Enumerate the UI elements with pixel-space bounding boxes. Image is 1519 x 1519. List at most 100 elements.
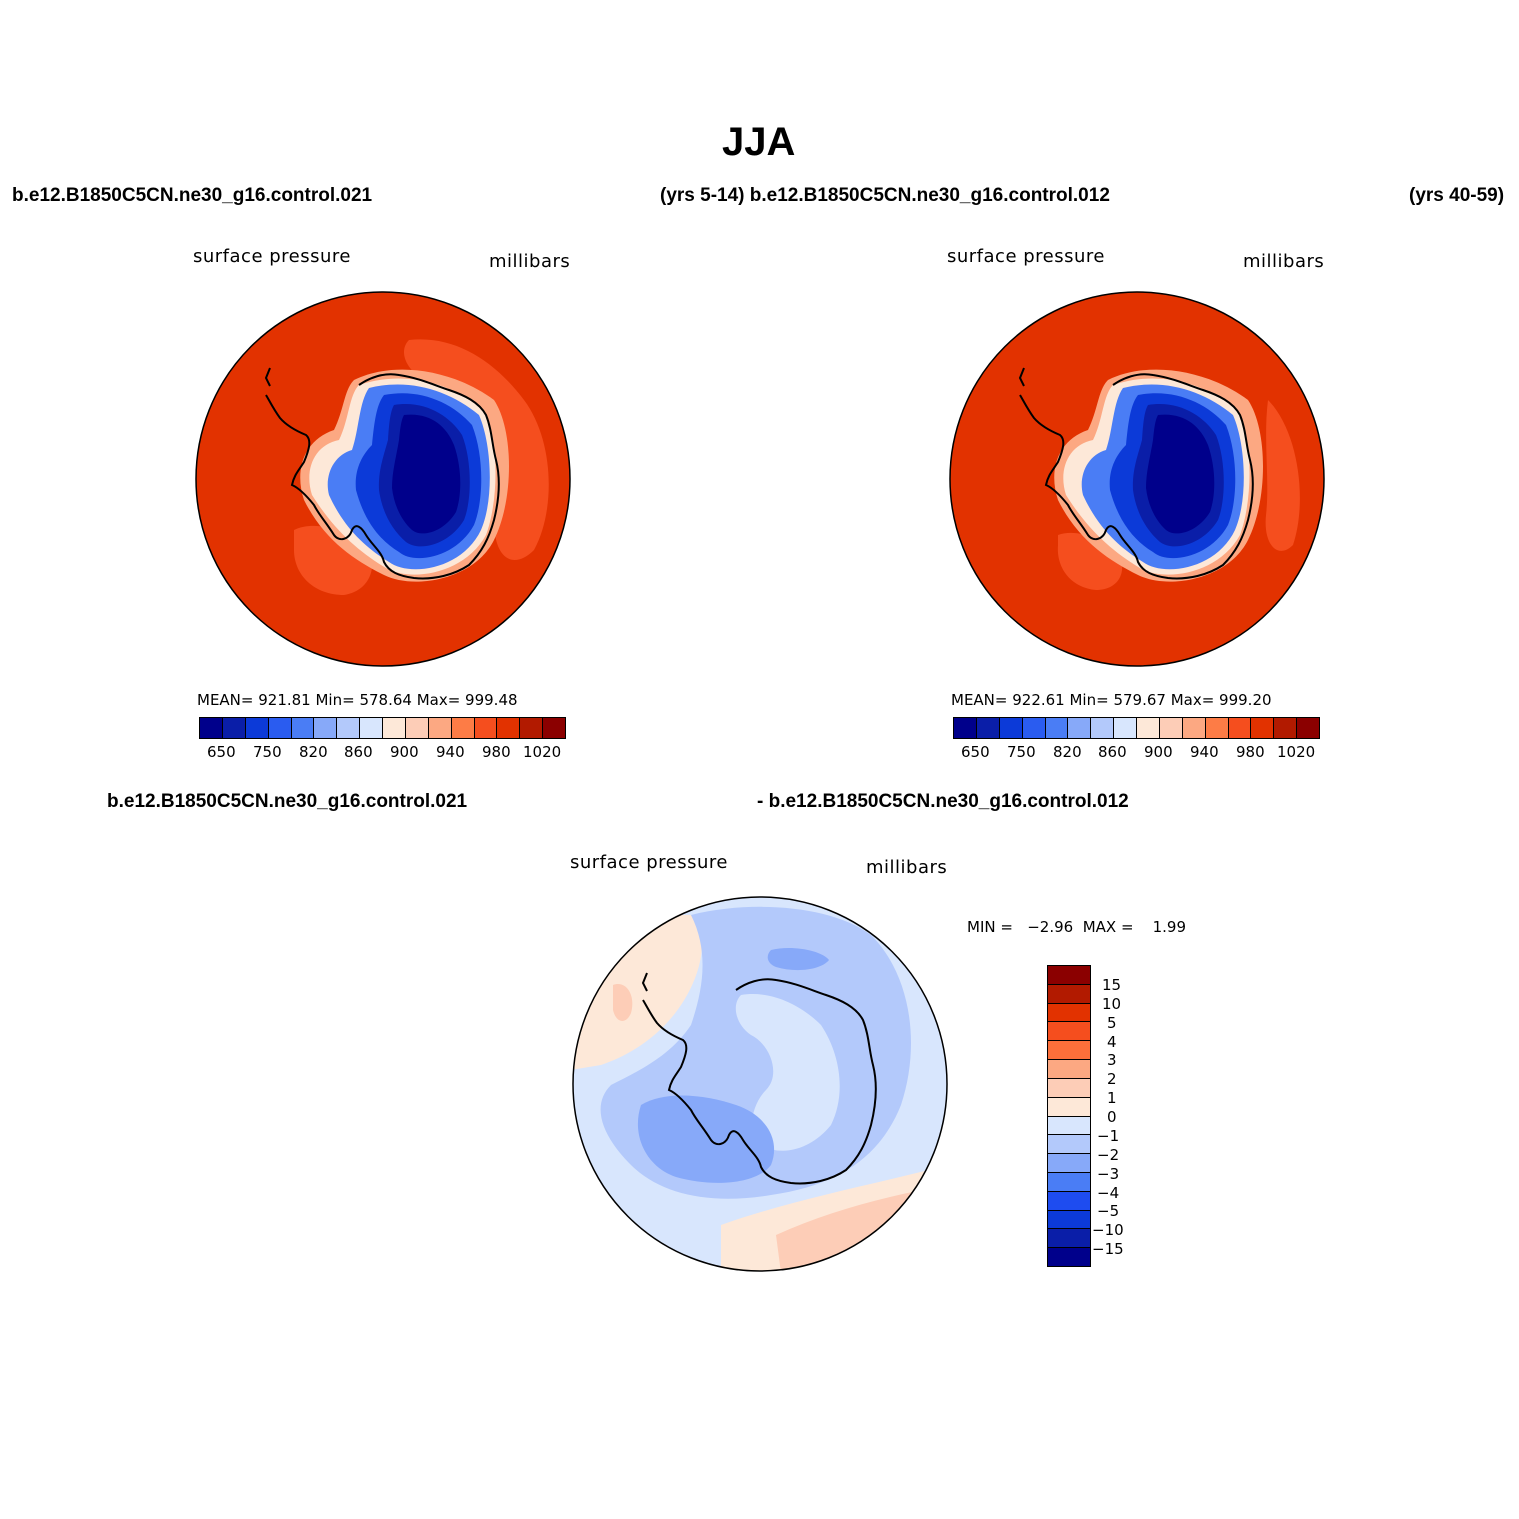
map-region — [1265, 400, 1300, 551]
colorbar-box — [1228, 718, 1252, 738]
colorbar-box — [1048, 1135, 1090, 1155]
panel2-polar-map — [949, 291, 1325, 667]
colorbar-box — [1045, 718, 1069, 738]
colorbar-box — [1068, 718, 1092, 738]
map-region — [404, 339, 549, 560]
case-years-right: (yrs 40-59) — [1409, 185, 1505, 206]
colorbar-tick-label: 900 — [390, 743, 419, 761]
colorbar-box — [1048, 1041, 1090, 1061]
colorbar-box — [543, 718, 565, 738]
panel1-colorbar — [199, 717, 566, 739]
colorbar-box — [976, 718, 1000, 738]
colorbar-box — [1114, 718, 1137, 738]
colorbar-box — [337, 718, 361, 738]
colorbar-box — [1022, 718, 1046, 738]
colorbar-box — [1048, 1060, 1090, 1079]
colorbar-box — [1048, 1154, 1090, 1173]
colorbar-tick-label: 15 — [1102, 976, 1122, 994]
colorbar-tick-label: 2 — [1107, 1070, 1117, 1088]
colorbar-tick-label: −5 — [1097, 1202, 1120, 1220]
panel1-polar-map — [195, 291, 571, 667]
colorbar-box — [1048, 984, 1090, 1004]
colorbar-tick-label: 1020 — [1277, 743, 1316, 761]
colorbar-tick-label: 1020 — [523, 743, 562, 761]
colorbar-box — [1251, 718, 1275, 738]
panel3-colorbar — [1047, 965, 1091, 1267]
page-title: JJA — [722, 120, 796, 164]
map-region — [1146, 414, 1215, 534]
map-region — [637, 1095, 775, 1183]
colorbar-tick-label: 750 — [1007, 743, 1036, 761]
colorbar-box — [1091, 718, 1115, 738]
colorbar-box — [1182, 718, 1206, 738]
colorbar-tick-label: −4 — [1097, 1184, 1120, 1202]
colorbar-box — [1048, 1078, 1090, 1098]
colorbar-tick-label: 940 — [1190, 743, 1219, 761]
colorbar-box — [1159, 718, 1183, 738]
colorbar-box — [1048, 1097, 1090, 1117]
diff-case-left: b.e12.B1850C5CN.ne30_g16.control.021 — [107, 791, 468, 812]
colorbar-box — [222, 718, 246, 738]
colorbar-box — [474, 718, 498, 738]
colorbar-tick-label: 980 — [482, 743, 511, 761]
colorbar-tick-label: 1 — [1107, 1089, 1117, 1107]
panel2-stats: MEAN= 922.61 Min= 579.67 Max= 999.20 — [951, 691, 1272, 709]
colorbar-box — [954, 718, 977, 738]
colorbar-box — [999, 718, 1023, 738]
colorbar-box — [268, 718, 292, 738]
panel3-variable-label: surface pressure — [570, 852, 728, 873]
panel3-polar-map — [572, 896, 948, 1272]
panel1-variable-label: surface pressure — [193, 246, 351, 267]
colorbar-tick-label: −3 — [1097, 1165, 1120, 1183]
colorbar-box — [497, 718, 521, 738]
colorbar-tick-label: 10 — [1102, 995, 1122, 1013]
colorbar-tick-label: 860 — [344, 743, 373, 761]
colorbar-box — [405, 718, 429, 738]
map-region — [735, 994, 840, 1151]
colorbar-tick-label: −1 — [1097, 1127, 1120, 1145]
colorbar-box — [451, 718, 475, 738]
panel3-stats: MIN = −2.96 MAX = 1.99 — [967, 918, 1187, 936]
map-region — [767, 948, 829, 971]
panel2-variable-label: surface pressure — [947, 246, 1105, 267]
colorbar-tick-label: 650 — [961, 743, 990, 761]
colorbar-tick-label: 4 — [1107, 1033, 1117, 1051]
colorbar-box — [1048, 1116, 1090, 1136]
panel2-colorbar — [953, 717, 1320, 739]
colorbar-box — [1274, 718, 1298, 738]
colorbar-tick-label: 650 — [207, 743, 236, 761]
colorbar-tick-label: −10 — [1092, 1221, 1124, 1239]
colorbar-box — [520, 718, 544, 738]
case-name-middle: (yrs 5-14) b.e12.B1850C5CN.ne30_g16.cont… — [660, 185, 1110, 206]
colorbar-box — [1048, 1248, 1090, 1266]
panel1-colorbar-labels: 650 750 820 860 900 940 980 1020 — [199, 743, 566, 763]
colorbar-tick-label: 940 — [436, 743, 465, 761]
colorbar-box — [291, 718, 315, 738]
colorbar-box — [1048, 1191, 1090, 1211]
case-name-left: b.e12.B1850C5CN.ne30_g16.control.021 — [12, 185, 373, 206]
diff-case-right: - b.e12.B1850C5CN.ne30_g16.control.012 — [757, 791, 1129, 812]
colorbar-tick-label: 3 — [1107, 1051, 1117, 1069]
colorbar-tick-label: 980 — [1236, 743, 1265, 761]
colorbar-box — [245, 718, 269, 738]
panel1-units-label: millibars — [489, 251, 571, 272]
colorbar-box — [1048, 1210, 1090, 1230]
map-region — [392, 414, 461, 534]
colorbar-box — [360, 718, 383, 738]
colorbar-box — [1048, 1003, 1090, 1023]
colorbar-tick-label: 860 — [1098, 743, 1127, 761]
colorbar-tick-label: 820 — [1053, 743, 1082, 761]
panel3-colorbar-labels: 15 10 5 4 3 2 1 0 −1 −2 −3 −4 −5 −10 −15 — [1092, 965, 1157, 1267]
map-region — [613, 984, 633, 1021]
colorbar-tick-label: −15 — [1092, 1240, 1124, 1258]
colorbar-tick-label: 0 — [1107, 1108, 1117, 1126]
panel2-units-label: millibars — [1243, 251, 1325, 272]
colorbar-box — [1297, 718, 1319, 738]
colorbar-tick-label: 5 — [1107, 1014, 1117, 1032]
colorbar-box — [200, 718, 223, 738]
colorbar-box — [1137, 718, 1160, 738]
colorbar-box — [428, 718, 452, 738]
colorbar-box — [1048, 1172, 1090, 1192]
colorbar-tick-label: 820 — [299, 743, 328, 761]
colorbar-box — [383, 718, 406, 738]
